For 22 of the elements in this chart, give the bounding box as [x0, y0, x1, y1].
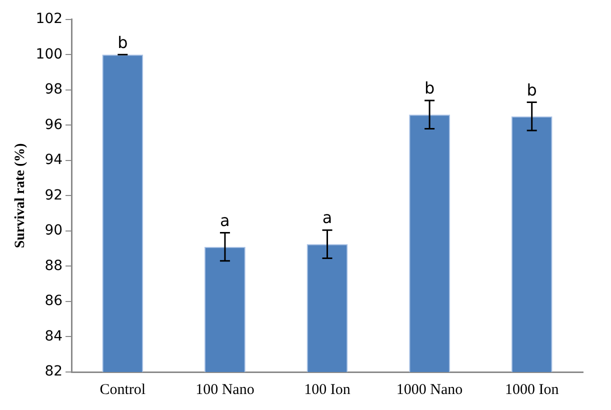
y-tick-label: 92	[44, 187, 63, 204]
y-tick-label: 86	[44, 293, 63, 310]
y-tick-label: 94	[44, 152, 63, 168]
y-tick-label: 84	[44, 328, 63, 344]
x-tick-label: 100 Ion	[304, 382, 351, 398]
annotation: a	[322, 208, 332, 228]
x-tick-label: 100 Nano	[196, 382, 254, 398]
annotation: a	[220, 210, 230, 230]
annotation: b	[118, 32, 128, 52]
y-tick-label: 98	[44, 82, 63, 98]
annotation: b	[424, 78, 435, 98]
y-tick-label: 90	[44, 222, 63, 239]
x-tick-label: Control	[100, 382, 146, 398]
y-tick-label: 96	[44, 116, 63, 133]
y-tick-label: 88	[44, 258, 63, 274]
y-axis-title: Survival rate (%)	[13, 142, 28, 248]
y-tick-label: 100	[36, 46, 63, 62]
x-tick-label: 1000 Nano	[396, 382, 463, 398]
x-tick-label: 1000 Ion	[504, 382, 560, 398]
y-tick-label: 82	[44, 364, 63, 380]
y-tick-label: 102	[36, 11, 63, 28]
annotation: b	[526, 80, 537, 100]
